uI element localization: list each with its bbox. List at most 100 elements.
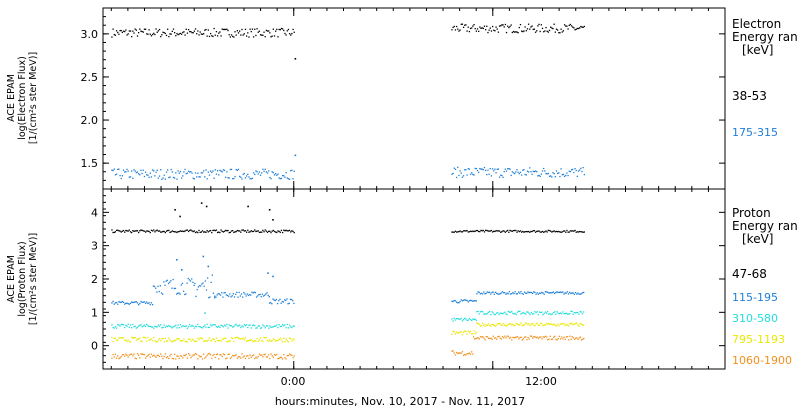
proton-point xyxy=(521,292,523,295)
proton-point xyxy=(226,294,229,297)
proton-point xyxy=(259,337,262,339)
proton-point xyxy=(459,318,461,321)
proton-point xyxy=(455,351,458,354)
proton-point xyxy=(276,324,278,326)
electron-point xyxy=(161,178,163,180)
electron-point xyxy=(196,176,198,178)
proton-point xyxy=(267,294,269,297)
proton-point xyxy=(230,356,233,358)
electron-point xyxy=(120,29,122,32)
electron-point xyxy=(280,27,283,30)
electron-point xyxy=(269,176,271,179)
electron-point xyxy=(554,31,556,33)
proton-point xyxy=(541,291,543,294)
proton-point xyxy=(254,291,257,294)
proton-point xyxy=(258,339,261,341)
proton-point xyxy=(146,340,148,342)
electron-point xyxy=(168,35,170,38)
proton-point xyxy=(203,231,205,233)
electron-point xyxy=(466,174,468,176)
electron-ylabel-line2: log(Electron Flux) xyxy=(17,56,28,140)
proton-point xyxy=(527,291,529,293)
proton-legend-title-3: [keV] xyxy=(742,232,773,246)
proton-point xyxy=(192,281,194,284)
proton-point xyxy=(124,326,126,329)
electron-point xyxy=(221,28,223,30)
electron-point xyxy=(111,169,113,171)
proton-point xyxy=(256,357,258,359)
proton-point xyxy=(553,311,556,313)
proton-point xyxy=(119,336,121,339)
proton-point xyxy=(534,310,536,313)
proton-point xyxy=(121,300,124,303)
proton-point xyxy=(576,293,578,295)
proton-point xyxy=(483,313,485,315)
proton-point xyxy=(578,325,580,327)
proton-point xyxy=(534,291,536,294)
proton-point xyxy=(198,338,200,341)
proton-point xyxy=(581,313,584,315)
electron-point xyxy=(494,168,496,170)
proton-point xyxy=(170,326,172,328)
electron-point xyxy=(196,33,198,35)
proton-point xyxy=(515,293,517,295)
electron-point xyxy=(249,28,251,30)
electron-point xyxy=(537,25,539,27)
proton-point xyxy=(272,356,274,358)
proton-point xyxy=(515,229,517,232)
proton-point xyxy=(122,353,125,356)
proton-point xyxy=(177,324,179,326)
proton-point xyxy=(241,353,243,355)
proton-point xyxy=(129,231,132,233)
proton-point xyxy=(499,293,501,295)
electron-point xyxy=(559,175,561,178)
electron-point xyxy=(468,30,471,33)
proton-point xyxy=(526,322,528,325)
proton-point xyxy=(237,356,240,358)
proton-point xyxy=(150,229,153,231)
proton-point xyxy=(465,354,467,356)
proton-point xyxy=(493,337,496,339)
proton-point xyxy=(278,338,280,341)
electron-point xyxy=(215,173,218,175)
electron-point xyxy=(464,169,466,171)
proton-point xyxy=(125,229,127,232)
proton-point xyxy=(233,296,236,298)
proton-point xyxy=(557,291,559,294)
proton-point xyxy=(490,313,492,316)
electron-point xyxy=(265,29,268,32)
proton-point xyxy=(502,312,505,314)
proton-point xyxy=(556,339,558,341)
electron-point xyxy=(203,33,205,35)
electron-point xyxy=(516,31,518,33)
proton-point xyxy=(133,353,135,355)
proton-point xyxy=(280,229,283,232)
proton-point xyxy=(208,297,210,299)
proton-point xyxy=(505,293,507,295)
proton-point xyxy=(255,327,257,329)
electron-point xyxy=(514,31,516,33)
electron-point xyxy=(247,173,249,175)
proton-point xyxy=(176,231,178,234)
proton-point xyxy=(566,336,569,338)
proton-point xyxy=(120,231,122,233)
proton-point xyxy=(133,326,135,328)
electron-point xyxy=(126,34,128,36)
electron-point xyxy=(515,31,517,33)
proton-point xyxy=(204,357,206,359)
proton-point xyxy=(119,357,121,359)
proton-point xyxy=(521,339,523,341)
proton-point xyxy=(248,231,250,233)
proton-point xyxy=(195,295,197,298)
proton-point xyxy=(280,339,283,341)
proton-point xyxy=(527,324,529,326)
electron-point xyxy=(517,171,519,173)
proton-point xyxy=(518,338,520,340)
proton-point xyxy=(535,337,537,339)
proton-point xyxy=(165,230,168,232)
proton-point xyxy=(213,229,215,231)
proton-point xyxy=(179,230,182,232)
proton-point xyxy=(157,324,160,326)
proton-legend-title-1: Proton xyxy=(732,206,771,220)
proton-point xyxy=(199,337,201,339)
